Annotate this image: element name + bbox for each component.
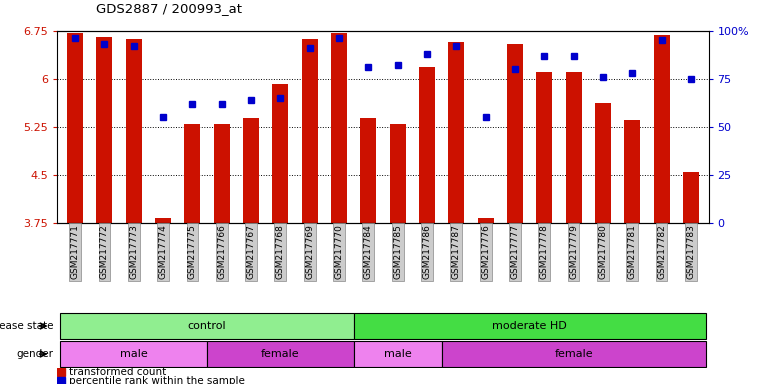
Bar <box>419 67 435 223</box>
Bar <box>507 43 523 223</box>
Bar <box>683 172 699 223</box>
Bar <box>67 33 83 223</box>
Bar <box>185 124 201 223</box>
Text: percentile rank within the sample: percentile rank within the sample <box>69 376 245 384</box>
Bar <box>536 72 552 223</box>
Text: GSM217780: GSM217780 <box>598 225 607 280</box>
Bar <box>653 35 669 223</box>
Bar <box>360 118 376 223</box>
Text: female: female <box>261 349 300 359</box>
Bar <box>595 103 611 223</box>
Text: female: female <box>555 349 593 359</box>
Text: disease state: disease state <box>0 321 54 331</box>
Text: GSM217775: GSM217775 <box>188 225 197 280</box>
Text: transformed count: transformed count <box>69 367 166 377</box>
Text: GSM217787: GSM217787 <box>452 225 461 280</box>
Text: GSM217781: GSM217781 <box>628 225 637 280</box>
Bar <box>97 37 113 223</box>
Text: GSM217771: GSM217771 <box>70 225 80 280</box>
Text: GSM217768: GSM217768 <box>276 225 285 280</box>
Bar <box>272 84 289 223</box>
Bar <box>624 120 640 223</box>
Text: gender: gender <box>17 349 54 359</box>
Text: GSM217773: GSM217773 <box>129 225 138 280</box>
Bar <box>390 124 406 223</box>
Bar <box>331 33 347 223</box>
Text: GDS2887 / 200993_at: GDS2887 / 200993_at <box>96 2 242 15</box>
Text: GSM217769: GSM217769 <box>305 225 314 280</box>
Text: GSM217774: GSM217774 <box>159 225 168 279</box>
FancyBboxPatch shape <box>442 341 705 367</box>
FancyBboxPatch shape <box>354 341 442 367</box>
Text: GSM217767: GSM217767 <box>247 225 256 280</box>
Bar <box>565 72 581 223</box>
Bar <box>126 39 142 223</box>
Bar <box>477 218 494 223</box>
Bar <box>243 118 259 223</box>
Text: moderate HD: moderate HD <box>493 321 567 331</box>
Text: GSM217772: GSM217772 <box>100 225 109 279</box>
FancyBboxPatch shape <box>61 313 354 339</box>
Text: GSM217770: GSM217770 <box>335 225 343 280</box>
Text: GSM217766: GSM217766 <box>218 225 226 280</box>
FancyBboxPatch shape <box>354 313 705 339</box>
FancyBboxPatch shape <box>207 341 354 367</box>
Text: male: male <box>119 349 148 359</box>
Text: GSM217776: GSM217776 <box>481 225 490 280</box>
Text: GSM217785: GSM217785 <box>393 225 402 280</box>
Bar <box>214 124 230 223</box>
Text: GSM217786: GSM217786 <box>423 225 431 280</box>
Bar <box>302 39 318 223</box>
Text: GSM217777: GSM217777 <box>510 225 519 280</box>
Text: male: male <box>384 349 411 359</box>
Text: GSM217782: GSM217782 <box>657 225 666 279</box>
Text: GSM217778: GSM217778 <box>540 225 548 280</box>
Text: control: control <box>188 321 226 331</box>
Bar <box>155 218 171 223</box>
Bar <box>448 41 464 223</box>
Text: GSM217784: GSM217784 <box>364 225 373 279</box>
FancyBboxPatch shape <box>61 341 207 367</box>
Text: GSM217779: GSM217779 <box>569 225 578 280</box>
Text: GSM217783: GSM217783 <box>686 225 696 280</box>
